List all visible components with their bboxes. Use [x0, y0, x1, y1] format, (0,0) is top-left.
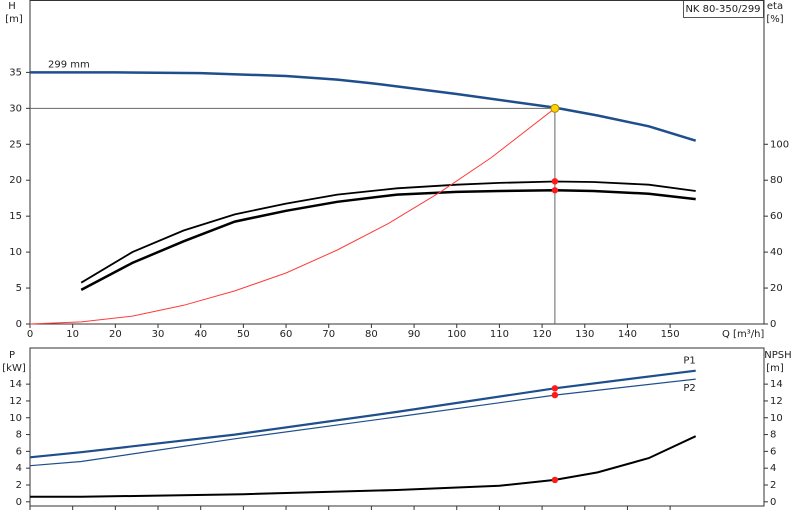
y-tick-label: 8 [16, 430, 22, 441]
series-line [29, 369, 696, 459]
x-tick-label: 110 [490, 329, 509, 340]
y2-label: eta [767, 1, 783, 12]
plot-frame [29, 0, 765, 325]
x-tick-label: 40 [194, 329, 207, 340]
y-unit: [m] [5, 14, 23, 25]
operating-point [551, 391, 559, 399]
series-line [30, 435, 697, 498]
y-tick-label: 20 [9, 175, 22, 186]
x-tick-label: 130 [575, 329, 594, 340]
operating-point [551, 385, 559, 392]
series-line [30, 71, 697, 142]
y-unit: [kW] [2, 363, 26, 374]
x-tick-label: 100 [447, 329, 466, 340]
y2-tick-label: 0 [770, 319, 776, 330]
series-label: P2 [683, 383, 695, 394]
y2-tick-label: 10 [770, 413, 783, 424]
y2-tick-label: 60 [770, 211, 783, 222]
x-tick-label: 70 [322, 329, 335, 340]
operating-point [550, 103, 560, 113]
x-tick-label: 90 [408, 329, 421, 340]
y-tick-label: 4 [16, 463, 22, 474]
y2-tick-label: 8 [770, 430, 776, 441]
y2-tick-label: 6 [770, 446, 776, 457]
x-tick-label: 60 [280, 329, 293, 340]
x-tick-label: 150 [661, 329, 680, 340]
y-tick-label: 15 [9, 211, 22, 222]
y-tick-label: 5 [16, 283, 22, 294]
x-tick-label: 10 [66, 329, 79, 340]
x-tick-label: 30 [152, 329, 165, 340]
operating-point [551, 178, 559, 185]
y2-tick-label: 20 [770, 283, 783, 294]
y2-tick-label: 12 [770, 396, 783, 407]
y2-tick-label: 14 [770, 379, 783, 390]
y2-tick-label: 100 [770, 139, 789, 150]
series-line [80, 180, 696, 284]
y-tick-label: 2 [16, 480, 22, 491]
series-line [29, 378, 696, 467]
y2-tick-label: 40 [770, 247, 783, 258]
y-tick-label: 25 [9, 139, 22, 150]
y-tick-label: 10 [9, 413, 22, 424]
y-tick-label: 35 [9, 67, 22, 78]
x-tick-label: 0 [27, 329, 33, 340]
x-tick-label: 140 [618, 329, 637, 340]
y2-label: NPSH [764, 350, 791, 361]
x-tick-label: 20 [109, 329, 122, 340]
operating-point [551, 187, 559, 194]
y-tick-label: 0 [16, 319, 22, 330]
y2-tick-label: 2 [770, 480, 776, 491]
chart-title: NK 80-350/299 [685, 4, 760, 15]
y2-unit: [%] [766, 14, 783, 25]
operating-point [551, 476, 559, 484]
x-label: Q [m³/h] [722, 329, 764, 340]
x-tick-label: 50 [237, 329, 250, 340]
series-label: P1 [683, 356, 695, 367]
y-tick-label: 30 [9, 103, 22, 114]
y-tick-label: 14 [9, 379, 22, 390]
x-tick-label: 80 [365, 329, 378, 340]
y2-tick-label: 80 [770, 175, 783, 186]
x-tick-label: 120 [533, 329, 552, 340]
y-tick-label: 0 [16, 497, 22, 508]
y-label: H [8, 1, 16, 12]
y-tick-label: 12 [9, 396, 22, 407]
y2-unit: [m] [766, 363, 784, 374]
series-line [29, 107, 556, 325]
y-label: P [9, 350, 15, 361]
y-tick-label: 10 [9, 247, 22, 258]
series-label: 299 mm [48, 59, 90, 70]
y-tick-label: 6 [16, 446, 22, 457]
y2-tick-label: 4 [770, 463, 776, 474]
y2-tick-label: 0 [770, 497, 776, 508]
plot-frame [29, 347, 765, 507]
series-line [80, 189, 696, 292]
